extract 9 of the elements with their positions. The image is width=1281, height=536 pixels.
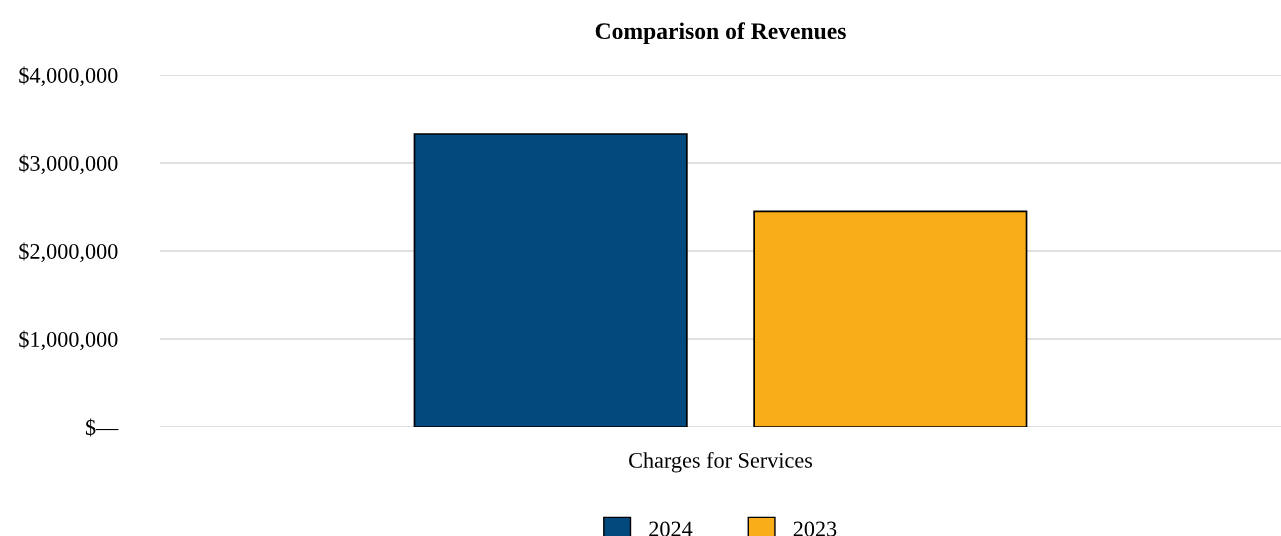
y-tick-label: $2,000,000 [19, 242, 118, 263]
x-tick-label: Charges for Services [629, 452, 813, 473]
y-tick-label: $1,000,000 [19, 330, 118, 351]
legend-label: 2023 [793, 521, 837, 536]
y-tick-label: $— [85, 418, 119, 437]
legend-label: 2024 [649, 521, 693, 536]
chart-title: Comparison of Revenues [595, 22, 846, 44]
y-tick-label: $4,000,000 [19, 66, 118, 87]
y-tick-label: $3,000,000 [19, 154, 118, 175]
